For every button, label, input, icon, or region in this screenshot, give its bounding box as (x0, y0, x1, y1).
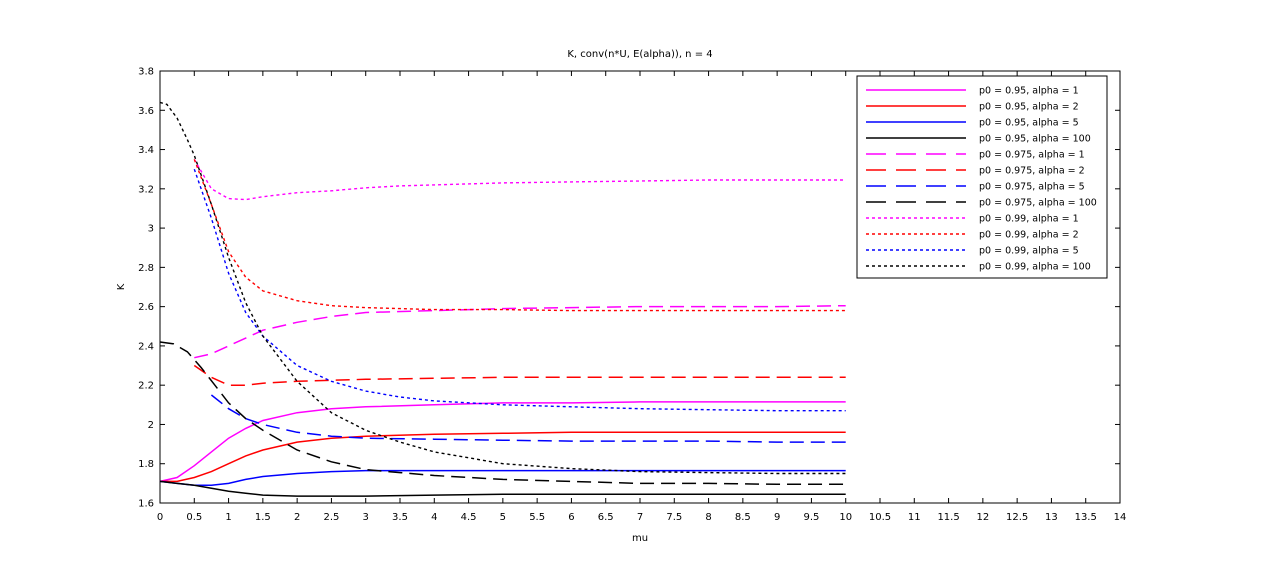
x-tick-label: 6 (568, 512, 574, 523)
x-tick-label: 7.5 (666, 512, 682, 523)
legend-entry-label: p0 = 0.99, alpha = 1 (979, 214, 1079, 225)
series-line-2 (160, 431, 846, 483)
series-line-4 (159, 480, 846, 497)
chart-title: K, conv(n*U, E(alpha)), n = 4 (567, 49, 712, 60)
x-tick-label: 5 (500, 512, 506, 523)
series-line-6 (193, 364, 846, 386)
x-tick-label: 3 (363, 512, 369, 523)
legend: p0 = 0.95, alpha = 1 p0 = 0.95, alpha = 2… (856, 75, 1108, 279)
legend-entry-label: p0 = 0.95, alpha = 1 (979, 86, 1079, 97)
x-tick-label: 11 (908, 512, 921, 523)
legend-entry-label: p0 = 0.975, alpha = 2 (979, 166, 1085, 177)
x-tick-label: 4 (431, 512, 437, 523)
x-tick-label: 13 (1045, 512, 1058, 523)
x-tick-label: 3.5 (392, 512, 408, 523)
y-tick-label: 2.4 (138, 341, 154, 352)
x-tick-label: 12.5 (1006, 512, 1028, 523)
x-tick-label: 9 (774, 512, 780, 523)
series-line-9 (193, 159, 846, 201)
series-line-5 (194, 304, 846, 359)
y-tick-label: 3.4 (138, 145, 154, 156)
x-tick-label: 2 (294, 512, 300, 523)
x-tick-label: 2.5 (323, 512, 339, 523)
legend-entry-label: p0 = 0.95, alpha = 5 (979, 118, 1079, 129)
y-tick-label: 1.6 (138, 499, 154, 510)
legend-entry-label: p0 = 0.975, alpha = 100 (979, 198, 1097, 209)
series-line-10 (193, 159, 846, 312)
x-axis-label: mu (632, 533, 648, 544)
x-tick-label: 1.5 (255, 512, 271, 523)
x-tick-label: 14 (1114, 512, 1127, 523)
x-tick-label: 12 (976, 512, 989, 523)
x-tick-label: 4.5 (461, 512, 477, 523)
x-tick-label: 11.5 (937, 512, 959, 523)
x-tick-label: 10.5 (869, 512, 891, 523)
x-tick-label: 7 (637, 512, 643, 523)
legend-entry-label: p0 = 0.99, alpha = 100 (979, 262, 1091, 273)
series-layer (159, 101, 846, 497)
legend-entry-label: p0 = 0.99, alpha = 2 (979, 230, 1079, 241)
y-tick-label: 3.2 (138, 184, 154, 195)
x-tick-label: 1 (225, 512, 231, 523)
legend-entry-label: p0 = 0.95, alpha = 100 (979, 134, 1091, 145)
y-tick-label: 3.6 (138, 106, 154, 117)
x-tick-label: 9.5 (803, 512, 819, 523)
x-tick-label: 6.5 (598, 512, 614, 523)
y-tick-label: 2.6 (138, 302, 154, 313)
series-line-12 (159, 101, 846, 475)
x-tick-label: 0.5 (186, 512, 202, 523)
y-tick-label: 2.8 (138, 263, 154, 274)
series-line-7 (210, 394, 846, 443)
y-tick-label: 3.8 (138, 67, 154, 78)
y-axis: 1.6 1.8 2 2.2 2.4 2.6 2.8 3 3.2 3.4 3.6 3.8 (138, 67, 1120, 510)
y-tick-label: 3 (148, 224, 154, 235)
x-tick-label: 8.5 (735, 512, 751, 523)
x-axis: 0 0.5 1 1.5 2 2.5 3 3.5 4 4.5 5 5.5 6 6.5 7 7.5 8 8.5 9 9.5… (157, 71, 1127, 523)
legend-entry-label: p0 = 0.99, alpha = 5 (979, 246, 1079, 257)
y-axis-label: K (116, 283, 127, 290)
y-tick-label: 2.2 (138, 381, 154, 392)
series-line-8 (159, 341, 846, 486)
y-tick-label: 2 (148, 420, 154, 431)
x-tick-label: 10 (839, 512, 852, 523)
x-tick-label: 5.5 (529, 512, 545, 523)
legend-entry-label: p0 = 0.95, alpha = 2 (979, 102, 1079, 113)
legend-box (856, 75, 1108, 279)
x-tick-label: 13.5 (1075, 512, 1097, 523)
legend-entry-label: p0 = 0.975, alpha = 5 (979, 182, 1085, 193)
series-line-3 (159, 469, 846, 487)
series-line-1 (159, 401, 846, 483)
x-tick-label: 0 (157, 512, 163, 523)
legend-entry-label: p0 = 0.975, alpha = 1 (979, 150, 1085, 161)
x-tick-label: 8 (705, 512, 711, 523)
y-tick-label: 1.8 (138, 459, 154, 470)
